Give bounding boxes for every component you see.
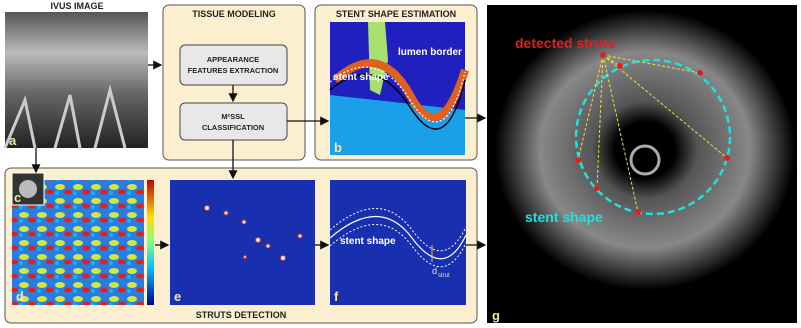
panel-letter: c — [14, 190, 21, 205]
step-box — [180, 45, 287, 85]
stent-title: STENT SHAPE ESTIMATION — [336, 9, 456, 19]
kernel-image — [19, 180, 37, 198]
step-label: APPEARANCE — [207, 55, 260, 64]
stent-label: stent shape — [525, 209, 603, 225]
panel-letter: f — [334, 289, 339, 304]
step-box — [180, 103, 287, 140]
step-label: CLASSIFICATION — [202, 123, 264, 132]
panel-letter: d — [16, 289, 24, 304]
distance-subscript: strut — [438, 273, 450, 279]
step-label: M²SSL — [221, 112, 245, 121]
figure: IVUS IMAGE a TISSUE MODELING APPEARANCE … — [0, 0, 801, 328]
step-label: FEATURES EXTRACTION — [188, 66, 279, 75]
struts-title: STRUTS DETECTION — [196, 310, 287, 320]
stent-label: stent shape — [333, 72, 389, 83]
lumen-label: lumen border — [398, 47, 462, 58]
panel-letter: e — [174, 289, 181, 304]
stent-label: stent shape — [340, 236, 396, 247]
panel-letter: a — [9, 133, 17, 148]
detected-label: detected struts — [515, 35, 616, 51]
panel-letter: b — [334, 140, 342, 155]
distance-label: d — [432, 266, 437, 276]
ivus-title: IVUS IMAGE — [50, 1, 103, 11]
catheter — [631, 146, 659, 174]
panel-letter: g — [492, 308, 500, 323]
colorbar — [147, 180, 154, 305]
detection-map — [170, 180, 315, 305]
tissue-title: TISSUE MODELING — [192, 9, 276, 19]
